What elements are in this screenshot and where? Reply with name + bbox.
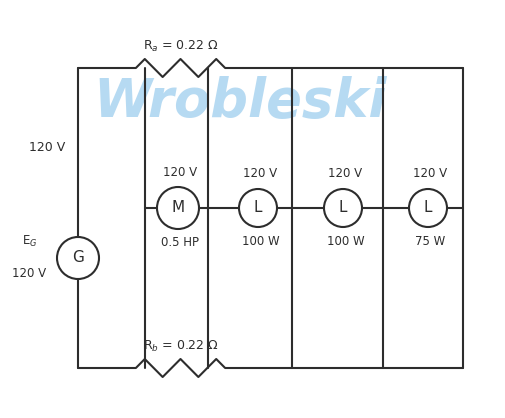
Text: 100 W: 100 W — [241, 235, 279, 248]
Circle shape — [323, 189, 361, 227]
Circle shape — [157, 187, 198, 229]
Text: Wrobleski: Wrobleski — [93, 76, 386, 128]
Text: 75 W: 75 W — [415, 235, 445, 248]
Text: G: G — [72, 250, 84, 265]
Circle shape — [57, 237, 99, 279]
Text: 120 V: 120 V — [328, 168, 362, 181]
Text: M: M — [171, 201, 184, 216]
Text: 120 V: 120 V — [243, 168, 277, 181]
Circle shape — [408, 189, 446, 227]
Text: 120 V: 120 V — [413, 168, 447, 181]
Text: L: L — [253, 201, 262, 216]
Text: L: L — [423, 201, 431, 216]
Text: E$_G$: E$_G$ — [22, 234, 37, 249]
Text: 120 V: 120 V — [13, 267, 46, 280]
Text: 0.5 HP: 0.5 HP — [161, 237, 199, 250]
Circle shape — [238, 189, 276, 227]
Text: R$_a$ = 0.22 Ω: R$_a$ = 0.22 Ω — [142, 39, 218, 54]
Text: L: L — [338, 201, 346, 216]
Text: 120 V: 120 V — [163, 166, 197, 179]
Text: R$_b$ = 0.22 Ω: R$_b$ = 0.22 Ω — [142, 339, 218, 354]
Text: 100 W: 100 W — [326, 235, 364, 248]
Text: 120 V: 120 V — [29, 141, 65, 154]
